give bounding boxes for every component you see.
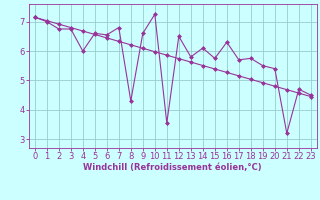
X-axis label: Windchill (Refroidissement éolien,°C): Windchill (Refroidissement éolien,°C) xyxy=(84,163,262,172)
